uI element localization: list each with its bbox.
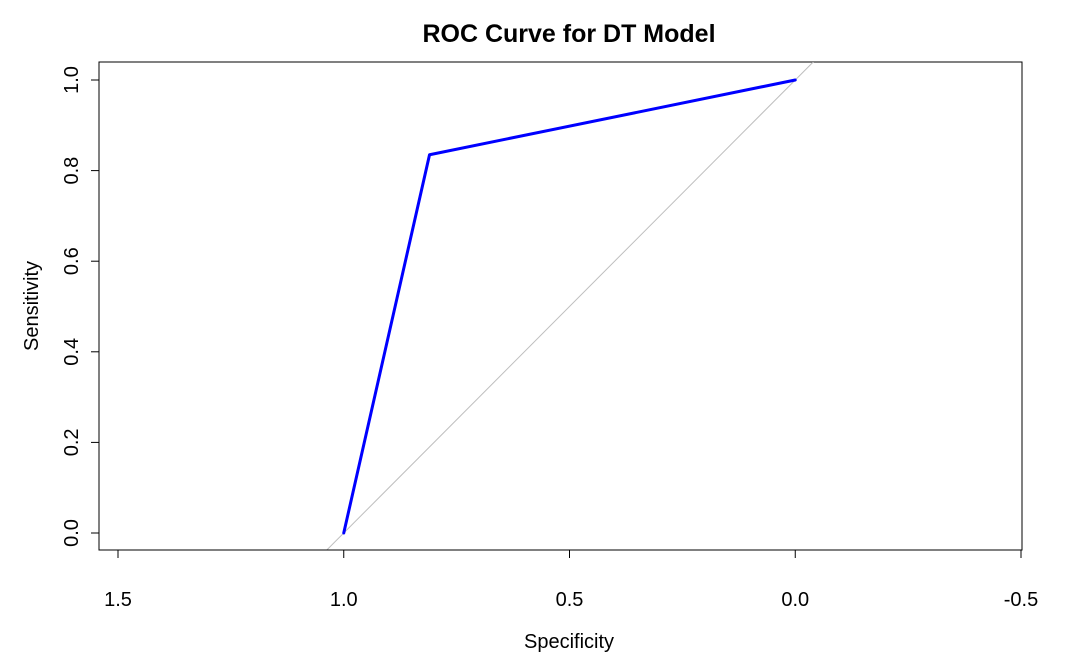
series-layer xyxy=(342,78,797,535)
x-tick-label: 0.5 xyxy=(556,589,584,611)
x-axis-label: Specificity xyxy=(524,631,614,653)
y-tick-label: 0.6 xyxy=(61,247,83,275)
x-tick-label: 1.5 xyxy=(104,589,132,611)
y-tick-label: 0.8 xyxy=(61,157,83,185)
y-tick-label: 0.4 xyxy=(61,338,83,366)
x-axis: 1.5 1.0 0.5 0.0 -0.5 xyxy=(104,549,1038,611)
chance-diagonal-line xyxy=(326,62,814,550)
y-tick-label: 0.2 xyxy=(61,428,83,456)
y-axis-label: Sensitivity xyxy=(21,261,43,351)
plot-frame xyxy=(98,61,1023,551)
y-tick-label: 0.0 xyxy=(61,519,83,547)
roc-curve-line xyxy=(342,78,797,535)
x-tick-label: 0.0 xyxy=(781,589,809,611)
y-axis: 0.0 0.2 0.4 0.6 0.8 1.0 xyxy=(61,66,100,547)
x-tick-label: 1.0 xyxy=(330,589,358,611)
y-tick-label: 1.0 xyxy=(61,66,83,94)
reference-line-layer xyxy=(326,62,814,550)
x-tick-label: -0.5 xyxy=(1004,589,1038,611)
chart-title: ROC Curve for DT Model xyxy=(422,20,715,48)
